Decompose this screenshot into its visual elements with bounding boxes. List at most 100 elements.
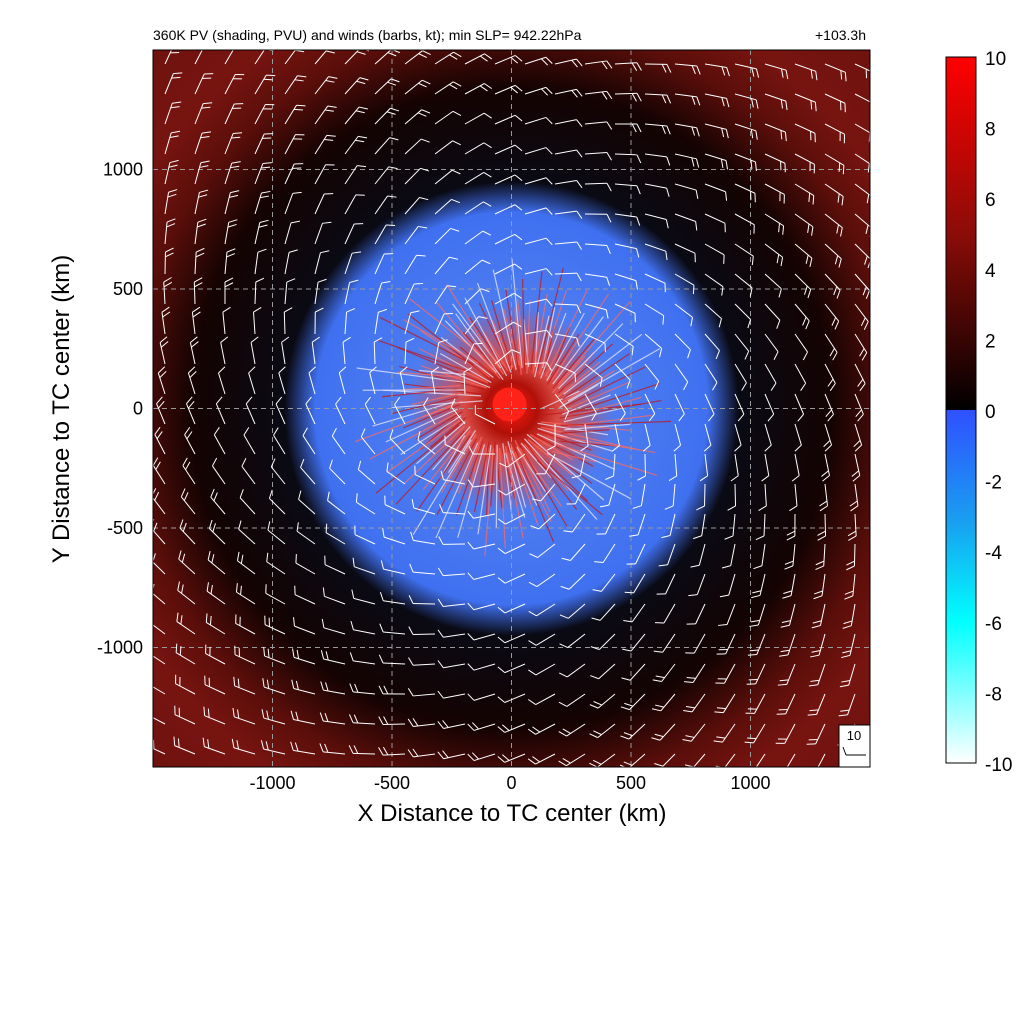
wind-barb [494, 84, 523, 95]
pv-streak [562, 353, 630, 400]
wind-barb [404, 196, 429, 215]
wind-barb [210, 488, 226, 515]
wind-barb [314, 250, 330, 275]
wind-barb [321, 618, 346, 635]
wind-barb [559, 603, 586, 619]
wind-barb [157, 366, 167, 395]
wind-barb [734, 123, 758, 140]
wind-barb [344, 106, 368, 125]
pv-streak [557, 343, 614, 394]
wind-barb [434, 198, 461, 215]
wind-barb [434, 51, 462, 65]
wind-barb [434, 81, 462, 95]
wind-barb [644, 333, 663, 358]
wind-barb [620, 693, 646, 711]
wind-barb [745, 693, 766, 714]
wind-barb [559, 633, 586, 649]
wind-barb [824, 363, 836, 392]
wind-barb [704, 123, 729, 139]
pv-streak [457, 444, 486, 538]
wind-barb [499, 453, 526, 468]
wind-barb [464, 316, 488, 335]
pv-streak [532, 293, 548, 374]
wind-barb [254, 133, 274, 155]
wind-barb [524, 86, 553, 96]
wind-barb [838, 693, 856, 717]
wind-barb [554, 272, 582, 282]
wind-barb [685, 633, 706, 654]
pv-streak [563, 333, 643, 395]
wind-barb [349, 683, 376, 695]
wind-barb [360, 428, 376, 455]
plot-frame [152, 49, 871, 768]
wind-barb [344, 251, 362, 275]
wind-barb [591, 603, 616, 621]
wind-barb [243, 427, 256, 455]
pv-streak [567, 348, 661, 402]
wind-barb [374, 308, 387, 335]
wind-barb [531, 483, 556, 502]
pv-streak [513, 445, 555, 543]
wind-barb [202, 737, 226, 755]
wind-barb [494, 144, 523, 155]
wind-barb [749, 603, 766, 627]
wind-barb [554, 210, 583, 219]
pv-streak [440, 434, 477, 494]
wind-barb [348, 714, 376, 725]
pv-streak [560, 429, 610, 434]
wind-barb [599, 483, 616, 508]
wind-barb [554, 180, 583, 189]
pv-streak [439, 353, 492, 384]
wind-barb [498, 483, 526, 496]
wind-barb [467, 602, 496, 611]
wind-barb [854, 393, 864, 422]
pv-streak [382, 389, 482, 397]
wind-barb [379, 592, 406, 605]
wind-barb [524, 237, 553, 246]
chart-title: 360K PV (shading, PVU) and winds (barbs,… [153, 27, 582, 43]
wind-barb [794, 333, 808, 361]
wind-barb [823, 423, 832, 452]
wind-barb [344, 77, 369, 95]
wind-barb [344, 194, 365, 215]
wind-barb [284, 75, 307, 95]
wind-barb [713, 723, 736, 743]
wind-barb [438, 536, 466, 545]
wind-barb [644, 393, 656, 422]
wind-barb [721, 543, 736, 569]
wind-barb [596, 513, 616, 535]
wind-barb [224, 190, 240, 215]
wind-barb [686, 603, 706, 625]
wind-barb [434, 285, 457, 305]
wind-barb [554, 119, 583, 128]
wind-barb [153, 655, 166, 665]
pv-streak [492, 269, 517, 370]
wind-barb [623, 603, 646, 623]
wind-barb [494, 321, 522, 335]
wind-barb [404, 310, 420, 335]
pv-streak [569, 382, 660, 414]
pv-streak [396, 346, 485, 385]
wind-barb [842, 603, 856, 629]
wind-barb [734, 63, 760, 78]
wind-barb [291, 679, 316, 695]
wind-barb [683, 693, 706, 713]
wind-barb [734, 303, 752, 329]
wind-barb [614, 213, 641, 226]
wind-barb [430, 366, 439, 395]
wind-barb [379, 623, 406, 635]
wind-barb [653, 633, 676, 653]
wind-barb [374, 195, 397, 215]
wind-barb [203, 706, 226, 725]
pv-streak [354, 405, 453, 443]
pv-streak [411, 392, 461, 406]
wind-barb [374, 137, 399, 155]
wind-barb [184, 426, 196, 455]
wind-barb [386, 462, 406, 485]
wind-barb [348, 745, 376, 755]
wind-barb [703, 423, 712, 452]
wind-barb [744, 723, 766, 744]
wind-barb [231, 738, 256, 755]
wind-barb [180, 488, 196, 515]
wind-barb [674, 393, 685, 422]
